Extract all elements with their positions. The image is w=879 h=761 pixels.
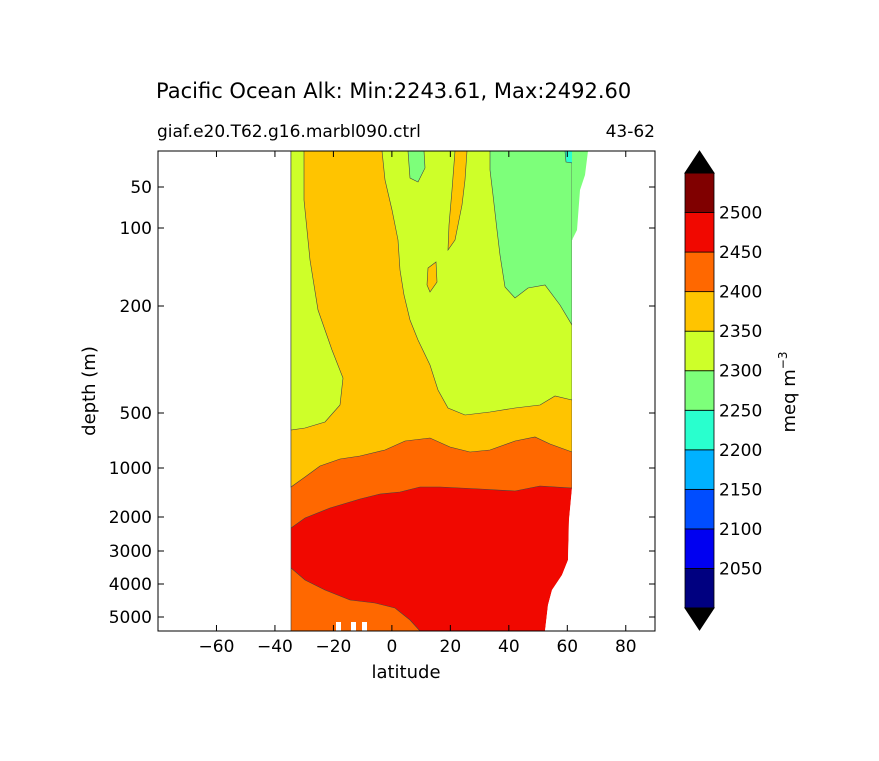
colorbar-swatch <box>684 449 715 490</box>
chart-title: Pacific Ocean Alk: Min:2243.61, Max:2492… <box>156 79 631 103</box>
colorbar-extend-max <box>684 150 715 174</box>
colorbar-swatch <box>684 370 715 411</box>
y-tick-label: 50 <box>130 178 152 198</box>
no-data-mask <box>545 151 655 631</box>
y-tick-label: 1000 <box>109 459 152 479</box>
colorbar-swatch <box>684 212 715 253</box>
x-axis-label: latitude <box>371 662 440 683</box>
colorbar-tick-label: 2350 <box>719 322 762 342</box>
y-axis: 50 100 200 500 1000 2000 3000 4000 5000 <box>109 178 655 628</box>
colorbar-tick-label: 2200 <box>719 441 762 461</box>
contour-band-2250-small <box>407 151 426 183</box>
colorbar-tick-label: 2450 <box>719 243 762 263</box>
y-axis-label: depth (m) <box>79 346 100 436</box>
contour-band-2300 <box>290 151 344 431</box>
x-tick-label: 40 <box>498 637 520 657</box>
colorbar-swatch <box>684 409 715 451</box>
colorbar-swatch <box>684 291 715 332</box>
y-tick-label: 4000 <box>109 575 152 595</box>
gap-mark-2 <box>351 622 356 631</box>
x-tick-label: 60 <box>556 637 578 657</box>
colorbar-tick-label: 2150 <box>719 480 762 500</box>
colorbar-swatch <box>684 172 715 213</box>
chart-subtitle-right: 43-62 <box>606 122 655 142</box>
colorbar-swatch <box>684 568 715 609</box>
y-tick-label: 5000 <box>109 608 152 628</box>
x-tick-label: 80 <box>615 637 637 657</box>
y-tick-label: 200 <box>120 297 152 317</box>
colorbar-tick-label: 2250 <box>719 401 762 421</box>
y-tick-label: 2000 <box>109 508 152 528</box>
colorbar-label: meq m−3 <box>776 352 800 433</box>
x-tick-label: −20 <box>315 637 351 657</box>
colorbar-swatch <box>684 528 715 569</box>
colorbar-unit-exponent: −3 <box>776 352 790 370</box>
x-axis: −60 −40 −20 0 20 40 60 80 <box>199 151 637 657</box>
colorbar-tick-label: 2300 <box>719 362 762 382</box>
y-tick-label: 3000 <box>109 542 152 562</box>
x-tick-label: −40 <box>257 637 293 657</box>
colorbar-extend-min <box>684 607 715 631</box>
y-tick-label: 100 <box>120 219 152 239</box>
colorbar-swatch <box>684 330 715 372</box>
colorbar-tick-label: 2500 <box>719 204 762 224</box>
x-tick-label: 20 <box>440 637 462 657</box>
x-tick-label: 0 <box>386 637 397 657</box>
chart-subtitle-left: giaf.e20.T62.g16.marbl090.ctrl <box>157 122 421 142</box>
colorbar: 2050 2100 2150 2200 2250 2300 2350 2400 2450 2500 <box>684 150 762 631</box>
contour-band-2350-spot <box>426 261 438 293</box>
gap-mark-1 <box>336 622 341 631</box>
plot-frame <box>157 150 656 632</box>
contour-fill <box>290 151 655 631</box>
colorbar-tick-label: 2050 <box>719 559 762 579</box>
y-tick-label: 500 <box>120 404 152 424</box>
north-green-fringe <box>572 151 588 240</box>
gap-mark-3 <box>362 622 367 631</box>
x-tick-label: −60 <box>199 637 235 657</box>
colorbar-tick-label: 2400 <box>719 283 762 303</box>
colorbar-swatch <box>684 488 715 530</box>
colorbar-tick-label: 2100 <box>719 520 762 540</box>
colorbar-unit: meq m <box>779 369 800 432</box>
contour-band-2350-wedge <box>447 151 468 252</box>
colorbar-swatch <box>684 251 715 293</box>
